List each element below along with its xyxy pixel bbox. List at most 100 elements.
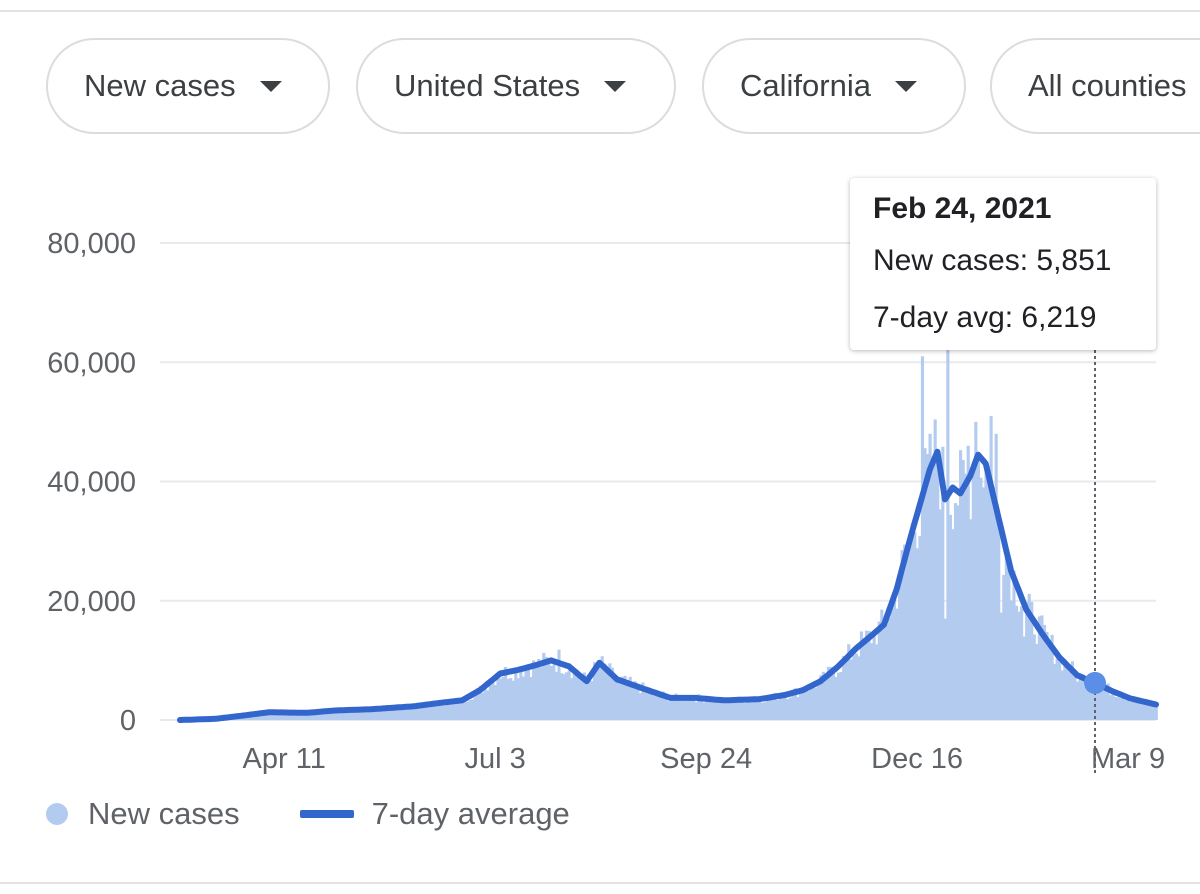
daily-bar [1063,659,1067,720]
dropdown-caret-icon [259,80,282,92]
daily-bar [565,672,569,720]
daily-bar [506,678,510,720]
daily-bar [471,699,475,720]
daily-bar [770,696,775,720]
daily-bar [1017,611,1021,720]
country-dropdown[interactable]: United States [356,38,676,134]
daily-bar [702,702,706,720]
daily-bar [552,664,556,720]
daily-bar [920,356,925,720]
daily-bar [430,704,434,720]
daily-bar [951,529,955,720]
daily-bar [366,707,370,720]
daily-bar [626,682,630,720]
daily-bar [994,433,998,720]
daily-bar [801,692,805,720]
daily-bar [425,702,429,720]
daily-bar [628,676,632,720]
daily-bar [687,700,691,720]
daily-bar [638,693,642,720]
daily-bar [979,477,983,720]
daily-bar [847,644,851,720]
daily-bar [681,696,686,720]
daily-bar [1129,701,1133,720]
daily-bar [933,419,937,720]
daily-bar [354,710,358,720]
daily-bar [524,668,528,720]
daily-bar [969,519,973,720]
daily-bar [315,712,320,720]
daily-bar [778,696,782,720]
daily-bar [1126,699,1130,720]
daily-bar [417,707,421,720]
daily-bar [534,666,538,720]
daily-bar [509,677,513,720]
daily-bar [1068,671,1072,720]
daily-bar [371,707,376,720]
daily-bar [880,609,884,720]
daily-bar [730,702,734,720]
daily-bar [575,673,579,720]
daily-bar [483,686,487,720]
daily-bar [590,680,594,720]
daily-bar [849,659,853,720]
daily-bar [715,697,719,720]
state-dropdown[interactable]: California [702,38,966,134]
daily-bar [875,644,879,720]
hover-point-marker[interactable] [1084,671,1106,694]
daily-bar [1073,670,1077,720]
daily-bar [346,710,350,720]
daily-bar [892,592,897,720]
daily-bar [666,701,670,720]
daily-bar [623,675,627,720]
x-tick-label: Mar 9 [1091,743,1165,775]
cases-chart[interactable]: 0 20,000 40,000 60,000 80,000 Apr 11 Jul 3 Sep… [0,160,1200,790]
average-legend-swatch [299,810,354,818]
daily-bar [1111,693,1115,720]
daily-bar [369,707,373,720]
daily-bar [1101,686,1105,720]
daily-bar [437,700,442,720]
daily-bar [903,544,907,720]
daily-bar [885,624,889,720]
daily-bar [753,700,757,720]
daily-bar [478,686,482,720]
daily-bar [1108,695,1113,720]
daily-bar [336,710,340,720]
daily-bar [257,714,261,720]
daily-bar [636,687,640,720]
daily-bar [999,612,1003,720]
daily-bar [720,696,724,720]
daily-bar [819,675,823,720]
daily-bar [648,692,653,720]
daily-bar [593,662,597,720]
daily-bar [282,712,287,720]
daily-bar [783,696,787,720]
daily-bar [547,657,551,720]
daily-bar [768,697,772,720]
daily-bar [481,692,485,720]
daily-bar [376,707,381,720]
daily-bar [895,608,899,720]
daily-bar [1037,616,1041,720]
daily-bar [1088,686,1092,720]
daily-bar [277,711,281,720]
daily-bar [1139,701,1143,720]
metric-dropdown[interactable]: New cases [46,38,330,134]
daily-bar [1116,697,1120,720]
metric-dropdown-label: New cases [84,68,236,103]
daily-bar [781,698,785,720]
daily-bar [1103,687,1108,720]
daily-bar [618,677,622,720]
daily-bar [748,699,752,720]
daily-bar [704,699,708,720]
daily-bar [867,630,871,720]
daily-bar [946,344,950,720]
daily-bar [654,689,658,720]
country-dropdown-label: United States [394,68,581,103]
county-dropdown[interactable]: All counties [990,38,1200,134]
daily-bar [260,714,264,720]
daily-bar [410,707,414,720]
daily-bar [826,666,830,720]
daily-bar [1058,654,1062,720]
